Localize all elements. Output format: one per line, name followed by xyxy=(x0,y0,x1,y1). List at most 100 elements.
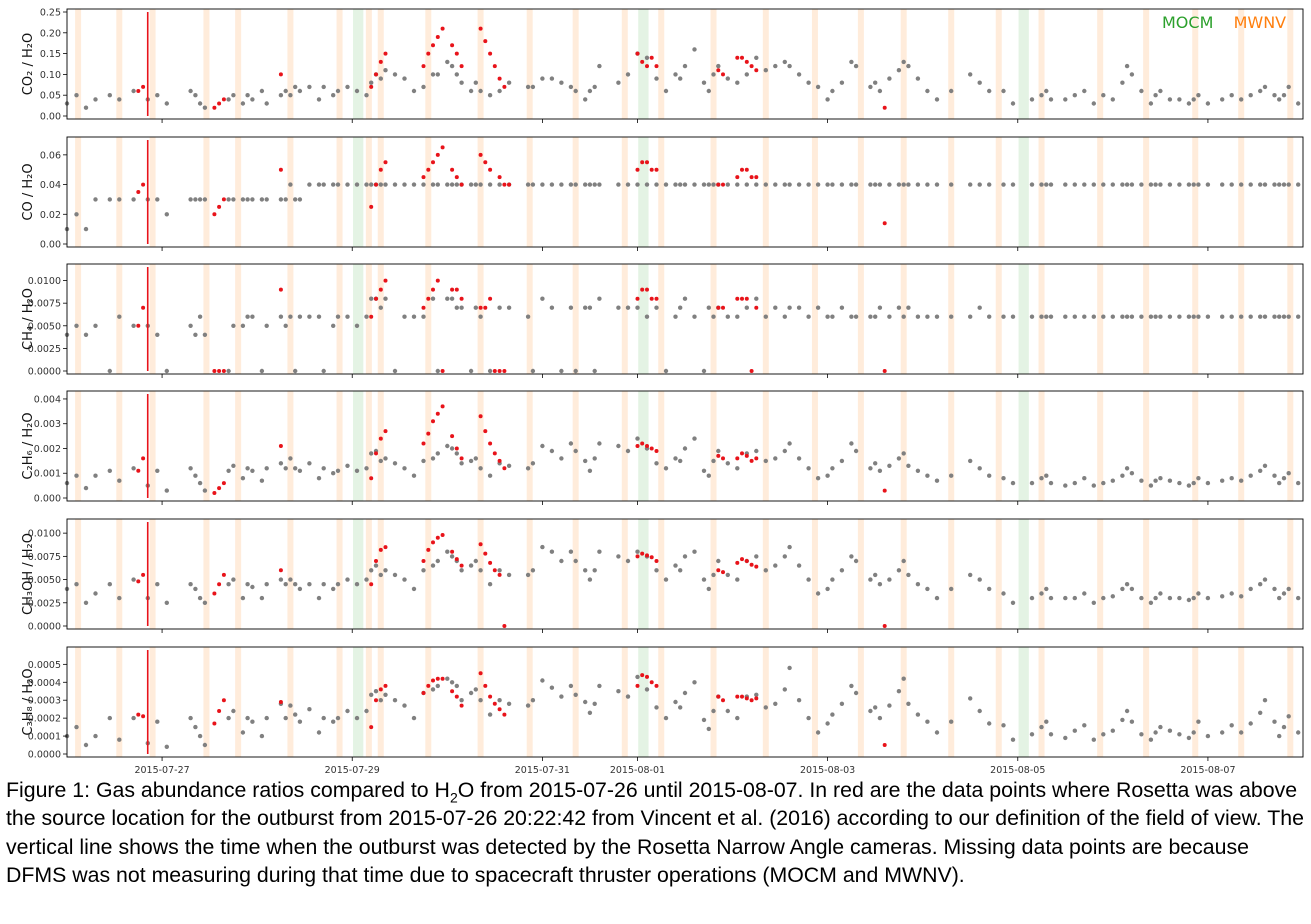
mwnv-band xyxy=(365,9,372,119)
data-point xyxy=(293,197,298,202)
data-point xyxy=(877,582,883,587)
mwnv-band xyxy=(621,391,628,501)
data-point xyxy=(540,182,545,187)
data-point xyxy=(1220,594,1225,599)
mwnv-band xyxy=(116,9,123,119)
data-point xyxy=(625,182,631,187)
data-point xyxy=(1248,93,1253,98)
mwnv-band xyxy=(149,137,156,247)
data-point xyxy=(488,167,493,172)
data-point xyxy=(540,678,545,683)
data-point xyxy=(392,572,398,578)
data-point xyxy=(868,708,873,714)
data-point xyxy=(278,197,284,202)
data-point xyxy=(1286,714,1291,719)
y-tick-label: 0.004 xyxy=(34,394,61,405)
mwnv-band xyxy=(1143,647,1150,757)
data-point xyxy=(925,314,930,319)
panel-frame xyxy=(66,646,1304,758)
data-point xyxy=(445,296,450,301)
data-point xyxy=(1167,97,1173,102)
mwnv-band xyxy=(377,137,384,247)
mwnv-band xyxy=(658,391,665,501)
data-point xyxy=(716,694,721,699)
data-point xyxy=(93,733,98,739)
data-point xyxy=(250,97,255,102)
data-point xyxy=(431,540,435,545)
data-point xyxy=(853,314,859,319)
data-point xyxy=(825,97,830,102)
data-point xyxy=(331,471,336,476)
data-point xyxy=(649,167,654,172)
data-point xyxy=(868,314,873,319)
data-point xyxy=(141,182,146,187)
data-point xyxy=(364,314,369,319)
data-point xyxy=(1153,93,1158,98)
data-point xyxy=(435,558,440,564)
mwnv-band xyxy=(116,647,123,757)
data-point xyxy=(673,699,678,705)
mwnv-band xyxy=(710,137,717,247)
data-point xyxy=(1124,63,1130,69)
data-point xyxy=(193,586,198,592)
mwnv-band xyxy=(365,519,372,629)
data-point xyxy=(440,676,445,681)
data-point xyxy=(445,676,450,681)
series-in-fov xyxy=(136,404,887,495)
data-point xyxy=(435,535,440,540)
mwnv-band xyxy=(762,264,769,374)
data-point xyxy=(1258,88,1263,94)
mwnv-band xyxy=(377,264,384,374)
data-point xyxy=(231,197,236,202)
data-point xyxy=(1296,595,1301,601)
data-point xyxy=(1001,723,1006,728)
data-point xyxy=(164,600,169,605)
data-point xyxy=(1158,476,1163,481)
mwnv-band xyxy=(149,647,156,757)
data-point xyxy=(525,466,531,471)
data-point xyxy=(1191,730,1196,735)
data-point xyxy=(839,568,845,573)
mwnv-band xyxy=(1238,647,1245,757)
data-point xyxy=(1177,97,1182,102)
y-tick-label: 0.001 xyxy=(34,469,61,480)
data-point xyxy=(478,671,483,676)
data-point xyxy=(440,369,445,373)
data-point xyxy=(977,708,982,714)
data-point xyxy=(131,466,136,471)
data-point xyxy=(331,323,336,328)
mwnv-band xyxy=(149,391,156,501)
data-point xyxy=(117,478,122,483)
mwnv-band xyxy=(572,137,579,247)
data-point xyxy=(1277,733,1282,739)
data-point xyxy=(640,160,645,165)
data-point xyxy=(873,314,878,319)
y-tick-label: 0.05 xyxy=(40,91,61,102)
mwnv-band xyxy=(336,519,343,629)
series-normal xyxy=(64,296,1301,374)
data-point xyxy=(1258,182,1263,187)
data-point xyxy=(450,43,455,48)
data-point xyxy=(901,59,906,65)
data-point xyxy=(906,463,911,468)
data-point xyxy=(787,305,792,310)
data-point xyxy=(345,577,350,582)
data-point xyxy=(654,559,659,563)
data-point xyxy=(1229,93,1234,98)
data-point xyxy=(1120,586,1125,592)
data-point xyxy=(740,451,744,456)
data-point xyxy=(421,182,426,187)
data-point xyxy=(283,715,288,721)
data-point xyxy=(830,314,835,319)
data-point xyxy=(573,448,578,454)
data-point xyxy=(488,560,493,565)
data-point xyxy=(573,692,578,697)
data-point xyxy=(212,369,217,373)
data-point xyxy=(787,544,792,550)
data-point xyxy=(1110,594,1116,599)
data-point xyxy=(749,562,754,567)
data-point xyxy=(806,577,811,582)
mwnv-band xyxy=(1038,137,1045,247)
data-point xyxy=(654,568,659,573)
mwnv-band xyxy=(203,137,210,247)
